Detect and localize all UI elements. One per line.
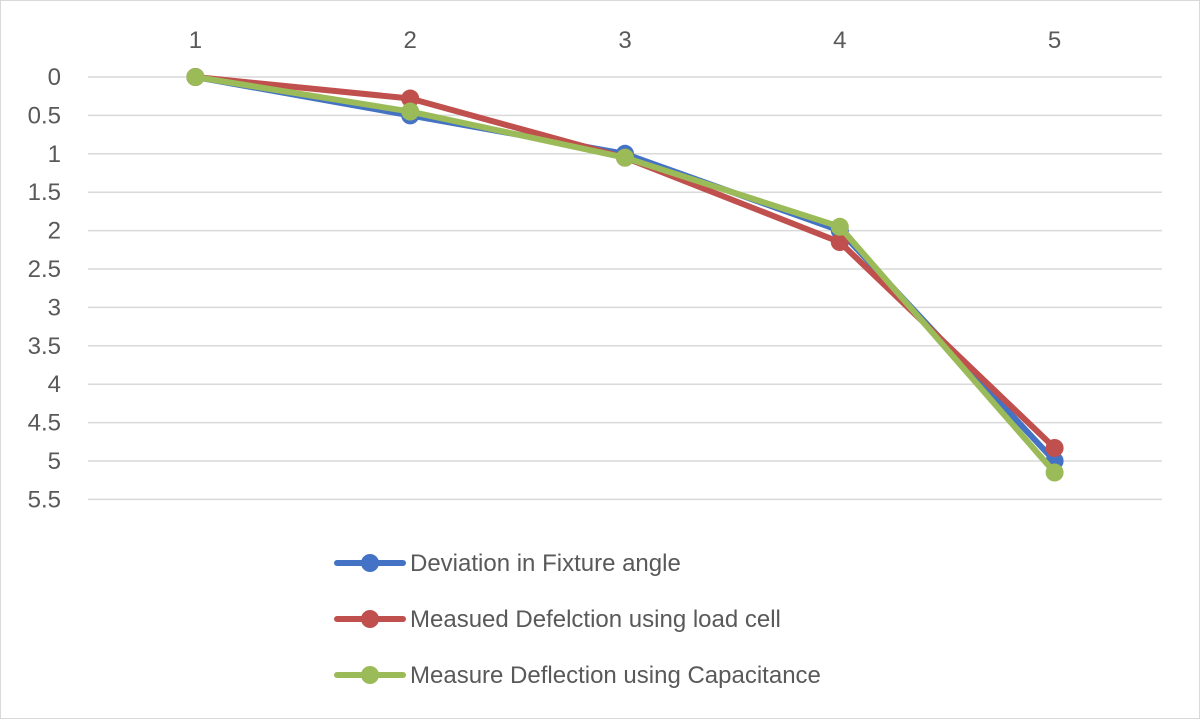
gridlines <box>88 76 1162 501</box>
y-tick-label: 5.5 <box>28 486 61 513</box>
data-point <box>401 102 420 121</box>
x-axis-tick-labels: 1 2 3 4 5 <box>189 27 1062 54</box>
y-tick-label: 0 <box>48 64 61 91</box>
x-tick-label: 1 <box>189 27 202 54</box>
legend-swatch-marker <box>361 610 379 628</box>
legend-swatch-marker <box>361 554 379 572</box>
data-point <box>1045 438 1064 457</box>
y-tick-label: 3 <box>48 294 61 321</box>
series-lines <box>186 68 1064 482</box>
legend-label: Deviation in Fixture angle <box>410 550 681 577</box>
data-point <box>830 233 849 252</box>
series-3 <box>186 68 1064 482</box>
y-tick-label: 1 <box>48 141 61 168</box>
legend-swatch-marker <box>361 666 379 684</box>
y-axis-tick-labels: 0 0.5 1 1.5 2 2.5 3 3.5 4 4.5 5 5.5 <box>28 64 61 513</box>
data-point <box>616 148 634 167</box>
y-tick-label: 2 <box>48 218 61 245</box>
x-tick-label: 4 <box>833 27 846 54</box>
y-tick-label: 0.5 <box>28 102 61 129</box>
series-2 <box>186 68 1064 457</box>
series-line <box>192 74 1058 476</box>
data-point <box>830 217 849 236</box>
y-tick-label: 4.5 <box>28 410 61 437</box>
legend-label: Measued Defelction using load cell <box>410 606 781 633</box>
legend-entry: Measued Defelction using load cell <box>334 606 781 633</box>
y-tick-label: 3.5 <box>28 333 61 360</box>
x-tick-label: 5 <box>1048 27 1061 54</box>
data-point <box>186 68 205 86</box>
data-point <box>401 89 420 108</box>
legend-label: Measure Deflection using Capacitance <box>410 662 821 689</box>
x-tick-label: 2 <box>404 27 417 54</box>
legend-entry: Measure Deflection using Capacitance <box>334 662 821 689</box>
data-point <box>1045 463 1064 482</box>
y-tick-label: 1.5 <box>28 179 61 206</box>
series-line <box>192 74 1058 451</box>
legend: Deviation in Fixture angle Measued Defelc… <box>334 550 821 689</box>
y-tick-label: 4 <box>48 371 61 398</box>
y-tick-label: 2.5 <box>28 256 61 283</box>
legend-entry: Deviation in Fixture angle <box>334 550 681 577</box>
y-tick-label: 5 <box>48 448 61 475</box>
x-tick-label: 3 <box>618 27 631 54</box>
